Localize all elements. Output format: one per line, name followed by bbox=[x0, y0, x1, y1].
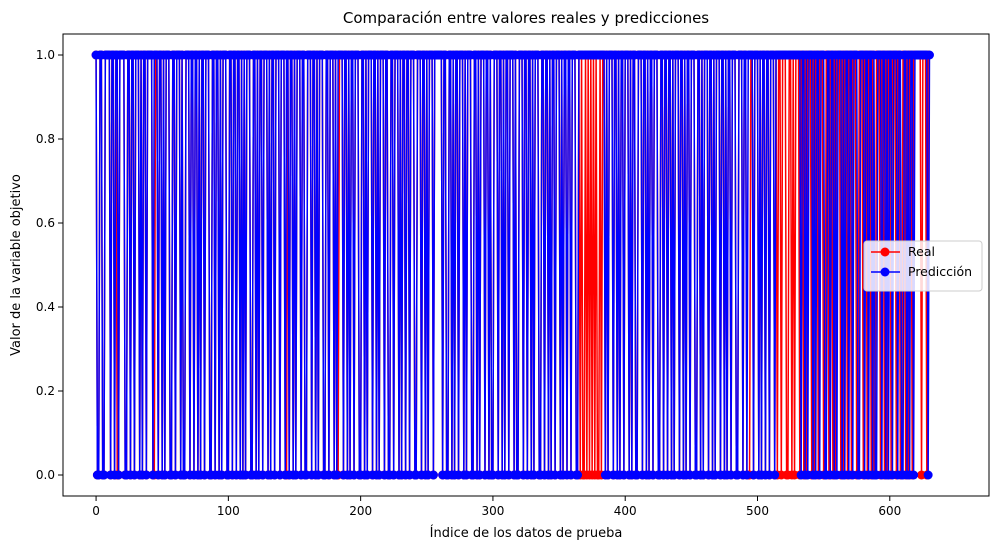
x-tick-label: 400 bbox=[614, 504, 637, 518]
plot-area bbox=[91, 50, 934, 480]
data-point-prediccion bbox=[99, 470, 109, 480]
y-axis: 0.0 0.2 0.4 0.6 0.8 1.0 bbox=[36, 48, 63, 482]
x-tick-label: 200 bbox=[349, 504, 372, 518]
x-tick-label: 600 bbox=[878, 504, 901, 518]
x-tick-label: 0 bbox=[92, 504, 100, 518]
legend-prediccion-marker bbox=[880, 267, 890, 277]
x-tick-label: 100 bbox=[217, 504, 240, 518]
data-point-prediccion bbox=[770, 470, 780, 480]
y-axis-title: Valor de la variable objetivo bbox=[9, 174, 24, 356]
data-point-prediccion bbox=[923, 470, 933, 480]
x-axis: 0 100 200 300 400 500 600 bbox=[92, 496, 901, 518]
legend-real-label: Real bbox=[908, 244, 935, 259]
series-prediccion bbox=[91, 50, 934, 480]
x-axis-title: Índice de los datos de prueba bbox=[430, 525, 623, 541]
data-point-prediccion bbox=[742, 470, 752, 480]
legend-real-marker bbox=[880, 247, 890, 257]
data-point-prediccion bbox=[141, 470, 151, 480]
data-point-prediccion bbox=[573, 470, 583, 480]
data-point-prediccion bbox=[909, 470, 919, 480]
chart-title: Comparación entre valores reales y predi… bbox=[343, 9, 709, 27]
y-tick-label: 0.6 bbox=[36, 216, 55, 230]
y-tick-label: 1.0 bbox=[36, 48, 55, 62]
series-layer bbox=[91, 50, 934, 480]
data-point-prediccion bbox=[114, 470, 124, 480]
data-point-prediccion bbox=[924, 50, 934, 60]
legend-box bbox=[863, 240, 983, 292]
plot-frame bbox=[62, 33, 990, 497]
data-point-prediccion bbox=[428, 470, 438, 480]
data-point-prediccion bbox=[332, 470, 342, 480]
y-tick-label: 0.2 bbox=[36, 384, 55, 398]
y-tick-label: 0.4 bbox=[36, 300, 55, 314]
x-tick-label: 500 bbox=[746, 504, 769, 518]
y-tick-label: 0.0 bbox=[36, 468, 55, 482]
y-tick-label: 0.8 bbox=[36, 132, 55, 146]
legend-prediccion-label: Predicción bbox=[908, 264, 972, 279]
legend: Real Predicción bbox=[863, 240, 983, 292]
x-tick-label: 300 bbox=[481, 504, 504, 518]
